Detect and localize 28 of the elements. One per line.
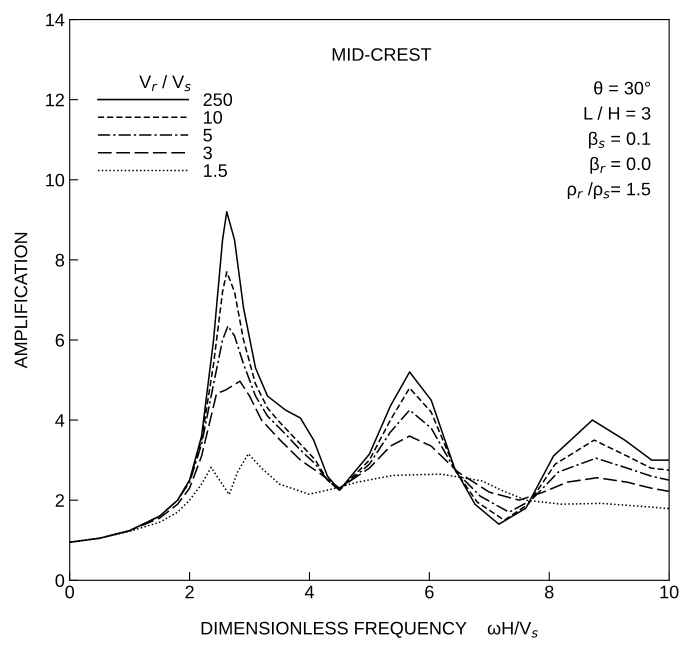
y-tick-label: 2 — [56, 494, 64, 507]
y-tick-label: 10 — [46, 174, 64, 186]
legend-label: 1.5 — [204, 164, 228, 177]
y-tick-label: 4 — [55, 414, 64, 427]
annotation: β$_{r}$ = 0.0 — [590, 156, 650, 174]
legend-label: 10 — [204, 111, 222, 124]
y-tick-label: 12 — [46, 94, 64, 106]
legend-title: V$_{r}$ / V$_{s}$ — [139, 74, 191, 92]
x-tick-label: 8 — [545, 586, 554, 598]
y-tick-label: 6 — [56, 334, 64, 347]
legend-label: 250 — [204, 93, 232, 106]
x-axis-title: DIMENSIONLESS FREQUENCY ωH/V$_{s}$ — [202, 621, 538, 638]
annotation: MID-CREST — [332, 48, 432, 61]
y-tick-label: 8 — [56, 254, 64, 267]
x-tick-label: 4 — [304, 586, 314, 598]
x-tick-label: 6 — [425, 586, 434, 598]
legend-label: 3 — [203, 146, 212, 160]
x-tick-label: 2 — [185, 586, 194, 598]
x-tick-label: 0 — [65, 586, 74, 598]
y-tick-label: 14 — [46, 14, 64, 26]
annotation: ρ$_{r}$ /ρ$_{s}$= 1.5 — [568, 182, 650, 199]
y-axis-title: AMPLIFICATION — [14, 232, 28, 368]
y-tick-label: 0 — [56, 574, 64, 587]
x-tick-label: 10 — [660, 586, 678, 598]
annotation: β$_{s}$ = 0.1 — [589, 132, 650, 149]
annotation: L / H = 3 — [584, 106, 650, 120]
annotation: θ = 30° — [594, 81, 650, 94]
legend-label: 5 — [203, 128, 212, 142]
